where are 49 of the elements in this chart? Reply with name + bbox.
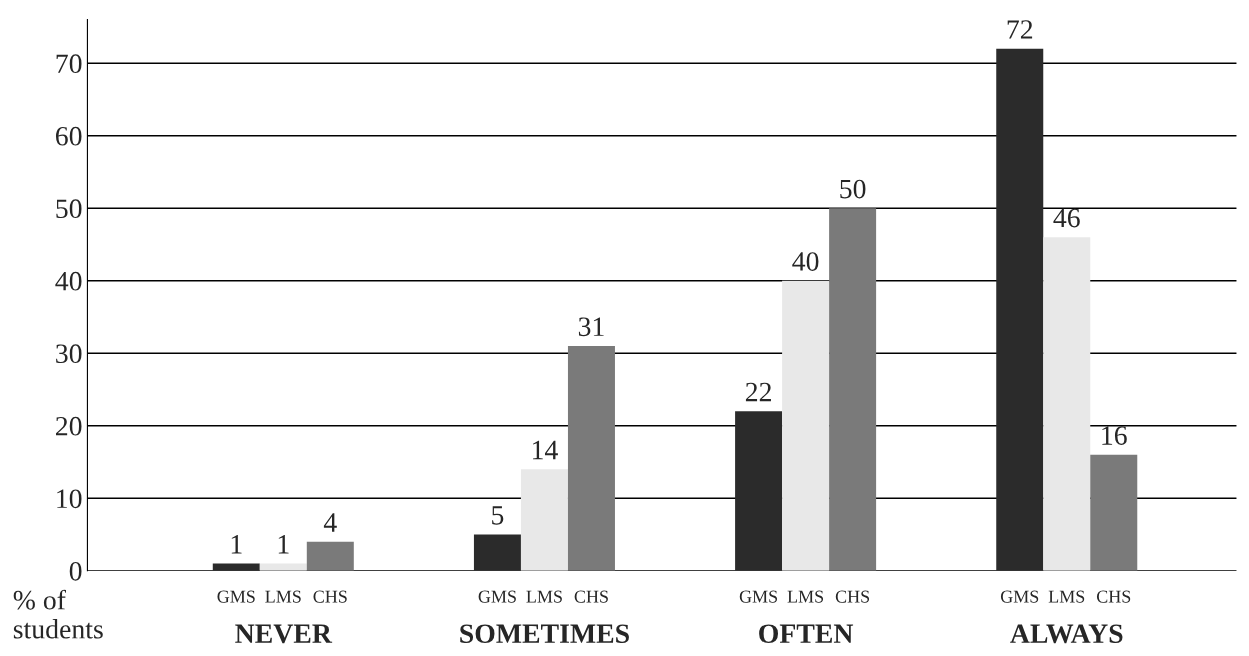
data-label: 4	[323, 513, 337, 532]
data-label: 1	[278, 535, 289, 554]
text: CHS	[574, 590, 608, 603]
text: LMS	[1048, 590, 1085, 603]
data-label: 14	[533, 440, 558, 460]
data-label: 5	[492, 506, 504, 525]
bar	[259, 563, 307, 571]
bar	[1090, 454, 1138, 571]
text: CHS	[1096, 590, 1131, 603]
y-tick-label: 70	[56, 54, 82, 74]
bar	[473, 534, 521, 571]
bar	[1043, 237, 1091, 571]
data-label: 46	[1053, 208, 1080, 228]
bar	[520, 469, 568, 571]
y-tick-label: 20	[56, 416, 82, 436]
data-label: 16	[1102, 426, 1127, 445]
bar	[996, 48, 1044, 571]
x-tick-label: ALWAYS	[1010, 624, 1123, 644]
y-tick-label: 60	[55, 126, 82, 146]
y-tick-label: 40	[55, 271, 82, 291]
bar	[567, 345, 615, 571]
bar	[782, 280, 830, 571]
data-label: 72	[1007, 20, 1033, 39]
data-label: 31	[578, 317, 604, 337]
x-tick-label: SOMETIMES	[460, 624, 629, 644]
text: CHS	[835, 590, 870, 603]
bar	[735, 411, 783, 571]
text: GMS	[1000, 590, 1039, 603]
series-label: LMS	[265, 590, 301, 603]
y-tick-label: 30	[56, 344, 82, 364]
text: LMS	[787, 590, 824, 603]
series-label: CHS	[313, 590, 347, 603]
text: LMS	[526, 590, 562, 603]
bar	[212, 563, 260, 571]
x-tick-label: NEVER	[235, 624, 333, 644]
data-label: 50	[840, 179, 866, 199]
data-label: 1	[231, 535, 242, 554]
series-label: GMS	[217, 590, 255, 603]
text: GMS	[478, 590, 516, 603]
x-tick-label: OFTEN	[759, 624, 854, 644]
y-tick-label: 50	[56, 199, 82, 219]
data-label: 22	[745, 382, 771, 402]
y-axis-title: % of students	[13, 589, 103, 639]
data-label: 40	[792, 252, 819, 271]
text: GMS	[739, 590, 778, 603]
bar	[306, 541, 354, 571]
bar	[829, 208, 877, 571]
y-tick-label: 0	[69, 561, 82, 581]
y-tick-label: 10	[57, 489, 82, 509]
